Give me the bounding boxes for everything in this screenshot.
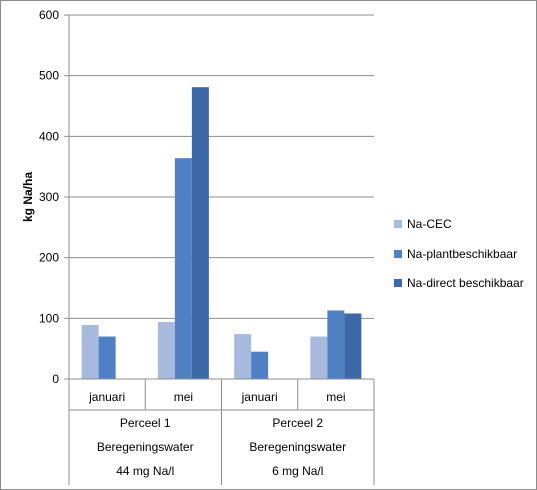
legend-label: Na-CEC bbox=[407, 217, 452, 231]
y-tick-label: 500 bbox=[39, 69, 59, 83]
x-category-label: januari bbox=[88, 390, 125, 404]
y-tick-label: 400 bbox=[39, 129, 59, 143]
x-group-label: Perceel 1 bbox=[120, 416, 171, 430]
bar bbox=[81, 325, 99, 379]
bars bbox=[81, 87, 362, 380]
legend: Na-CEC Na-plantbeschikbaar Na-direct besch… bbox=[394, 217, 524, 290]
x-group-label: 6 mg Na/l bbox=[272, 464, 323, 478]
y-tick-label: 600 bbox=[39, 8, 59, 22]
bar bbox=[234, 334, 252, 379]
x-group-label: 44 mg Na/l bbox=[116, 464, 174, 478]
x-category-label: januari bbox=[241, 390, 278, 404]
legend-label: Na-plantbeschikbaar bbox=[407, 247, 517, 261]
axes bbox=[68, 15, 375, 485]
bar bbox=[310, 336, 328, 379]
x-group-label: Beregeningswater bbox=[249, 440, 346, 454]
bar bbox=[251, 351, 269, 379]
x-group-label: Beregeningswater bbox=[97, 440, 194, 454]
bar bbox=[191, 87, 209, 380]
x-category-label: mei bbox=[174, 390, 193, 404]
x-group-label: Perceel 2 bbox=[272, 416, 323, 430]
bar bbox=[327, 310, 345, 379]
y-tick-label: 200 bbox=[39, 251, 59, 265]
x-category-label: mei bbox=[326, 390, 345, 404]
bar bbox=[98, 336, 116, 379]
y-tick-label: 0 bbox=[52, 372, 59, 386]
gridlines bbox=[64, 14, 374, 380]
y-tick-labels: 0 100 200 300 400 500 600 bbox=[39, 8, 59, 386]
y-axis-label: kg Na/ha bbox=[21, 172, 35, 222]
y-tick-label: 300 bbox=[39, 190, 59, 204]
legend-label: Na-direct beschikbaar bbox=[407, 276, 524, 290]
bar bbox=[174, 158, 192, 379]
bar bbox=[157, 321, 175, 379]
legend-swatch bbox=[394, 220, 402, 228]
bar bbox=[344, 313, 362, 379]
legend-swatch bbox=[394, 279, 402, 287]
y-tick-label: 100 bbox=[39, 311, 59, 325]
legend-swatch bbox=[394, 250, 402, 258]
